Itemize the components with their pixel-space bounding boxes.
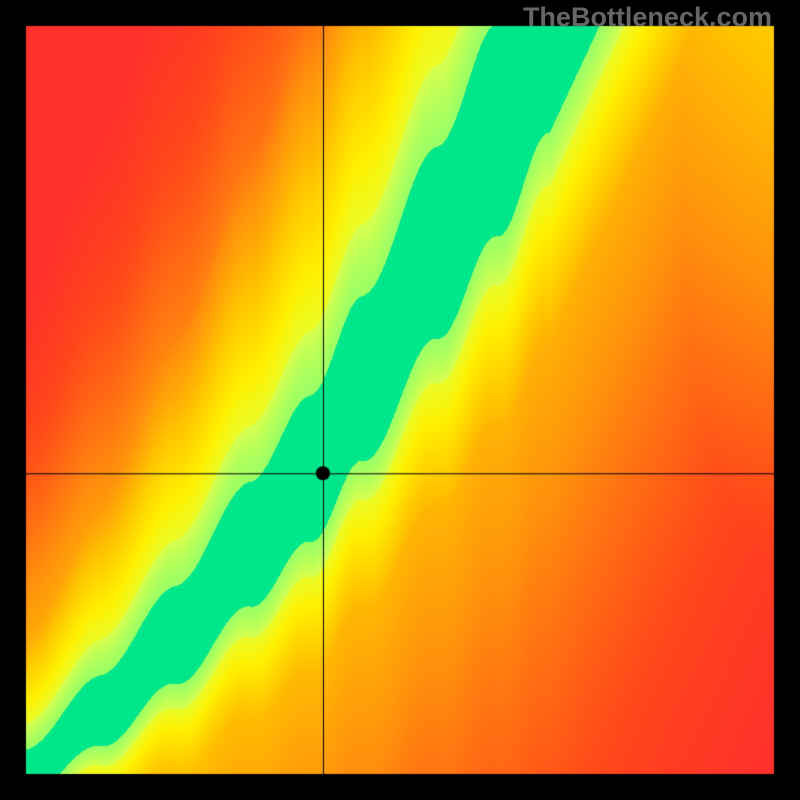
bottleneck-heatmap: [0, 0, 800, 800]
watermark-text: TheBottleneck.com: [523, 2, 772, 33]
